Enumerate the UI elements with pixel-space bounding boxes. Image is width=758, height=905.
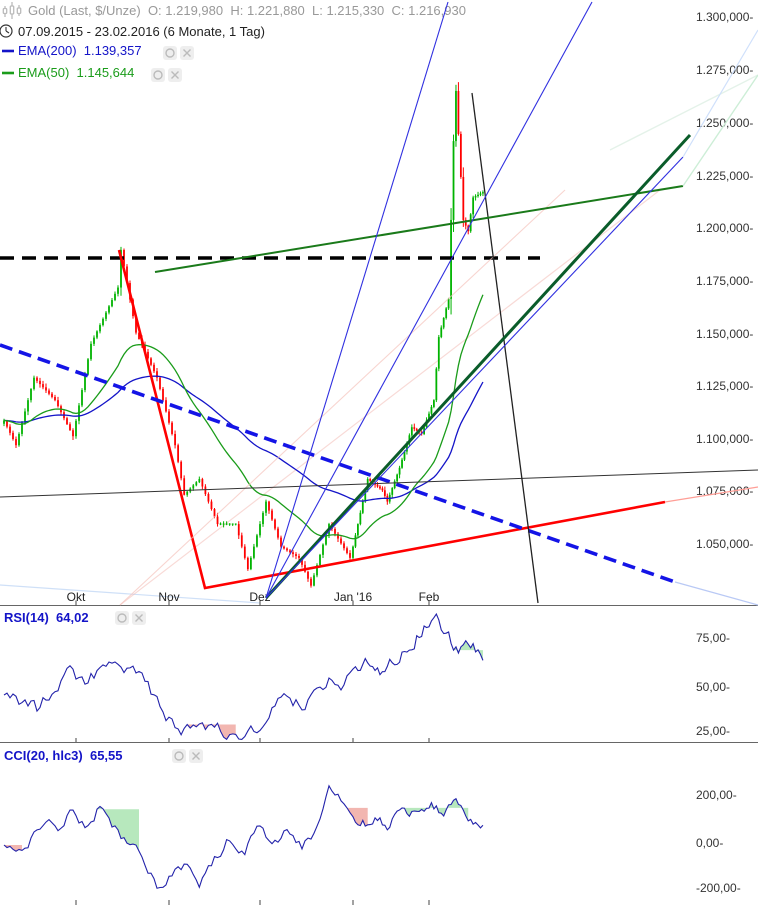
svg-text:1.300,000-: 1.300,000-	[696, 10, 753, 24]
svg-text:EMA(50) 1.145,644: EMA(50) 1.145,644	[18, 65, 134, 80]
svg-text:CCI(20, hlc3) 65,55: CCI(20, hlc3) 65,55	[4, 748, 123, 763]
svg-text:0,00-: 0,00-	[696, 836, 723, 850]
svg-text:Gold (Last, $/Unze) O: 1.219,: Gold (Last, $/Unze) O: 1.219,980 H: 1.22…	[28, 3, 466, 18]
svg-text:Jan '16: Jan '16	[334, 590, 373, 604]
svg-text:EMA(200) 1.139,357: EMA(200) 1.139,357	[18, 43, 142, 58]
svg-text:1.250,000-: 1.250,000-	[696, 116, 753, 130]
svg-text:Nov: Nov	[158, 590, 179, 604]
svg-text:25,00-: 25,00-	[696, 724, 730, 738]
svg-text:-200,00-: -200,00-	[696, 881, 741, 895]
svg-text:Okt: Okt	[67, 590, 86, 604]
svg-text:RSI(14) 64,02: RSI(14) 64,02	[4, 610, 89, 625]
svg-text:75,00-: 75,00-	[696, 631, 730, 645]
svg-text:50,00-: 50,00-	[696, 680, 730, 694]
svg-text:1.175,000-: 1.175,000-	[696, 274, 753, 288]
svg-text:200,00-: 200,00-	[696, 788, 737, 802]
svg-text:1.125,000-: 1.125,000-	[696, 379, 753, 393]
svg-text:1.200,000-: 1.200,000-	[696, 221, 753, 235]
svg-text:1.150,000-: 1.150,000-	[696, 327, 753, 341]
svg-text:1.100,000-: 1.100,000-	[696, 432, 753, 446]
svg-text:07.09.2015 - 23.02.2016 (6 Mon: 07.09.2015 - 23.02.2016 (6 Monate, 1 Tag…	[18, 24, 265, 39]
svg-text:1.050,000-: 1.050,000-	[696, 537, 753, 551]
svg-text:1.225,000-: 1.225,000-	[696, 169, 753, 183]
svg-text:Feb: Feb	[419, 590, 440, 604]
svg-text:1.275,000-: 1.275,000-	[696, 63, 753, 77]
